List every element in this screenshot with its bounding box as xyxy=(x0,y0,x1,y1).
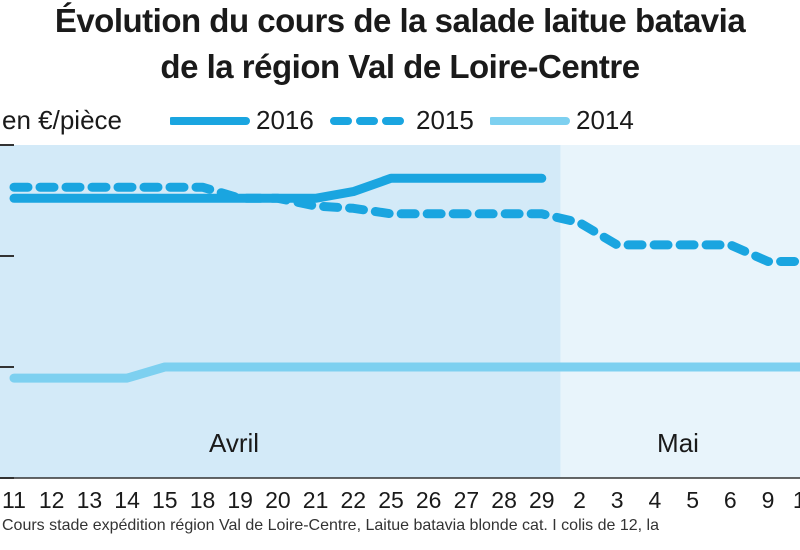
x-tick-label: 25 xyxy=(378,487,404,513)
legend: en €/pièce 2016 2015 2014 xyxy=(0,103,800,139)
x-tick-label: 2 xyxy=(573,487,586,513)
x-tick-label: 13 xyxy=(77,487,103,513)
unit-label: en €/pièce xyxy=(2,105,122,135)
x-tick-label: 28 xyxy=(491,487,517,513)
x-tick-label: 29 xyxy=(529,487,555,513)
x-tick-label: 4 xyxy=(649,487,662,513)
legend-swatch-2016 xyxy=(170,117,250,125)
legend-swatch-2014 xyxy=(490,117,570,125)
series-line-2015 xyxy=(9,182,800,266)
period-label-mai: Mai xyxy=(657,428,699,458)
x-tick-label: 20 xyxy=(265,487,291,513)
x-tick-label: 6 xyxy=(724,487,737,513)
x-tick-label: 26 xyxy=(416,487,442,513)
x-tick-label: 22 xyxy=(341,487,367,513)
legend-label-2015: 2015 xyxy=(416,105,474,135)
x-tick-label: 18 xyxy=(190,487,216,513)
chart-footnote: Cours stade expédition région Val de Loi… xyxy=(2,517,659,534)
period-label-avril: Avril xyxy=(209,428,259,458)
period-band-1 xyxy=(560,145,800,478)
x-tick-label: 10 xyxy=(793,487,800,513)
x-tick-label: 27 xyxy=(454,487,480,513)
x-tick-label: 21 xyxy=(303,487,329,513)
x-tick-label: 3 xyxy=(611,487,624,513)
legend-label-2014: 2014 xyxy=(576,105,634,135)
x-tick-label: 9 xyxy=(762,487,775,513)
x-tick-label: 19 xyxy=(227,487,253,513)
series-line-2016 xyxy=(9,173,547,203)
x-tick-label: 5 xyxy=(686,487,699,513)
legend-label-2016: 2016 xyxy=(256,105,314,135)
x-tick-label: 11 xyxy=(2,487,26,513)
legend-swatch-2015 xyxy=(330,117,410,125)
x-tick-label: 12 xyxy=(39,487,65,513)
series-line-2014 xyxy=(9,362,800,383)
x-tick-label: 14 xyxy=(114,487,140,513)
x-tick-label: 15 xyxy=(152,487,178,513)
chart-title-line-2: de la région Val de Loire-Centre xyxy=(160,48,640,85)
chart-title-line-1: Évolution du cours de la salade laitue b… xyxy=(54,2,746,39)
